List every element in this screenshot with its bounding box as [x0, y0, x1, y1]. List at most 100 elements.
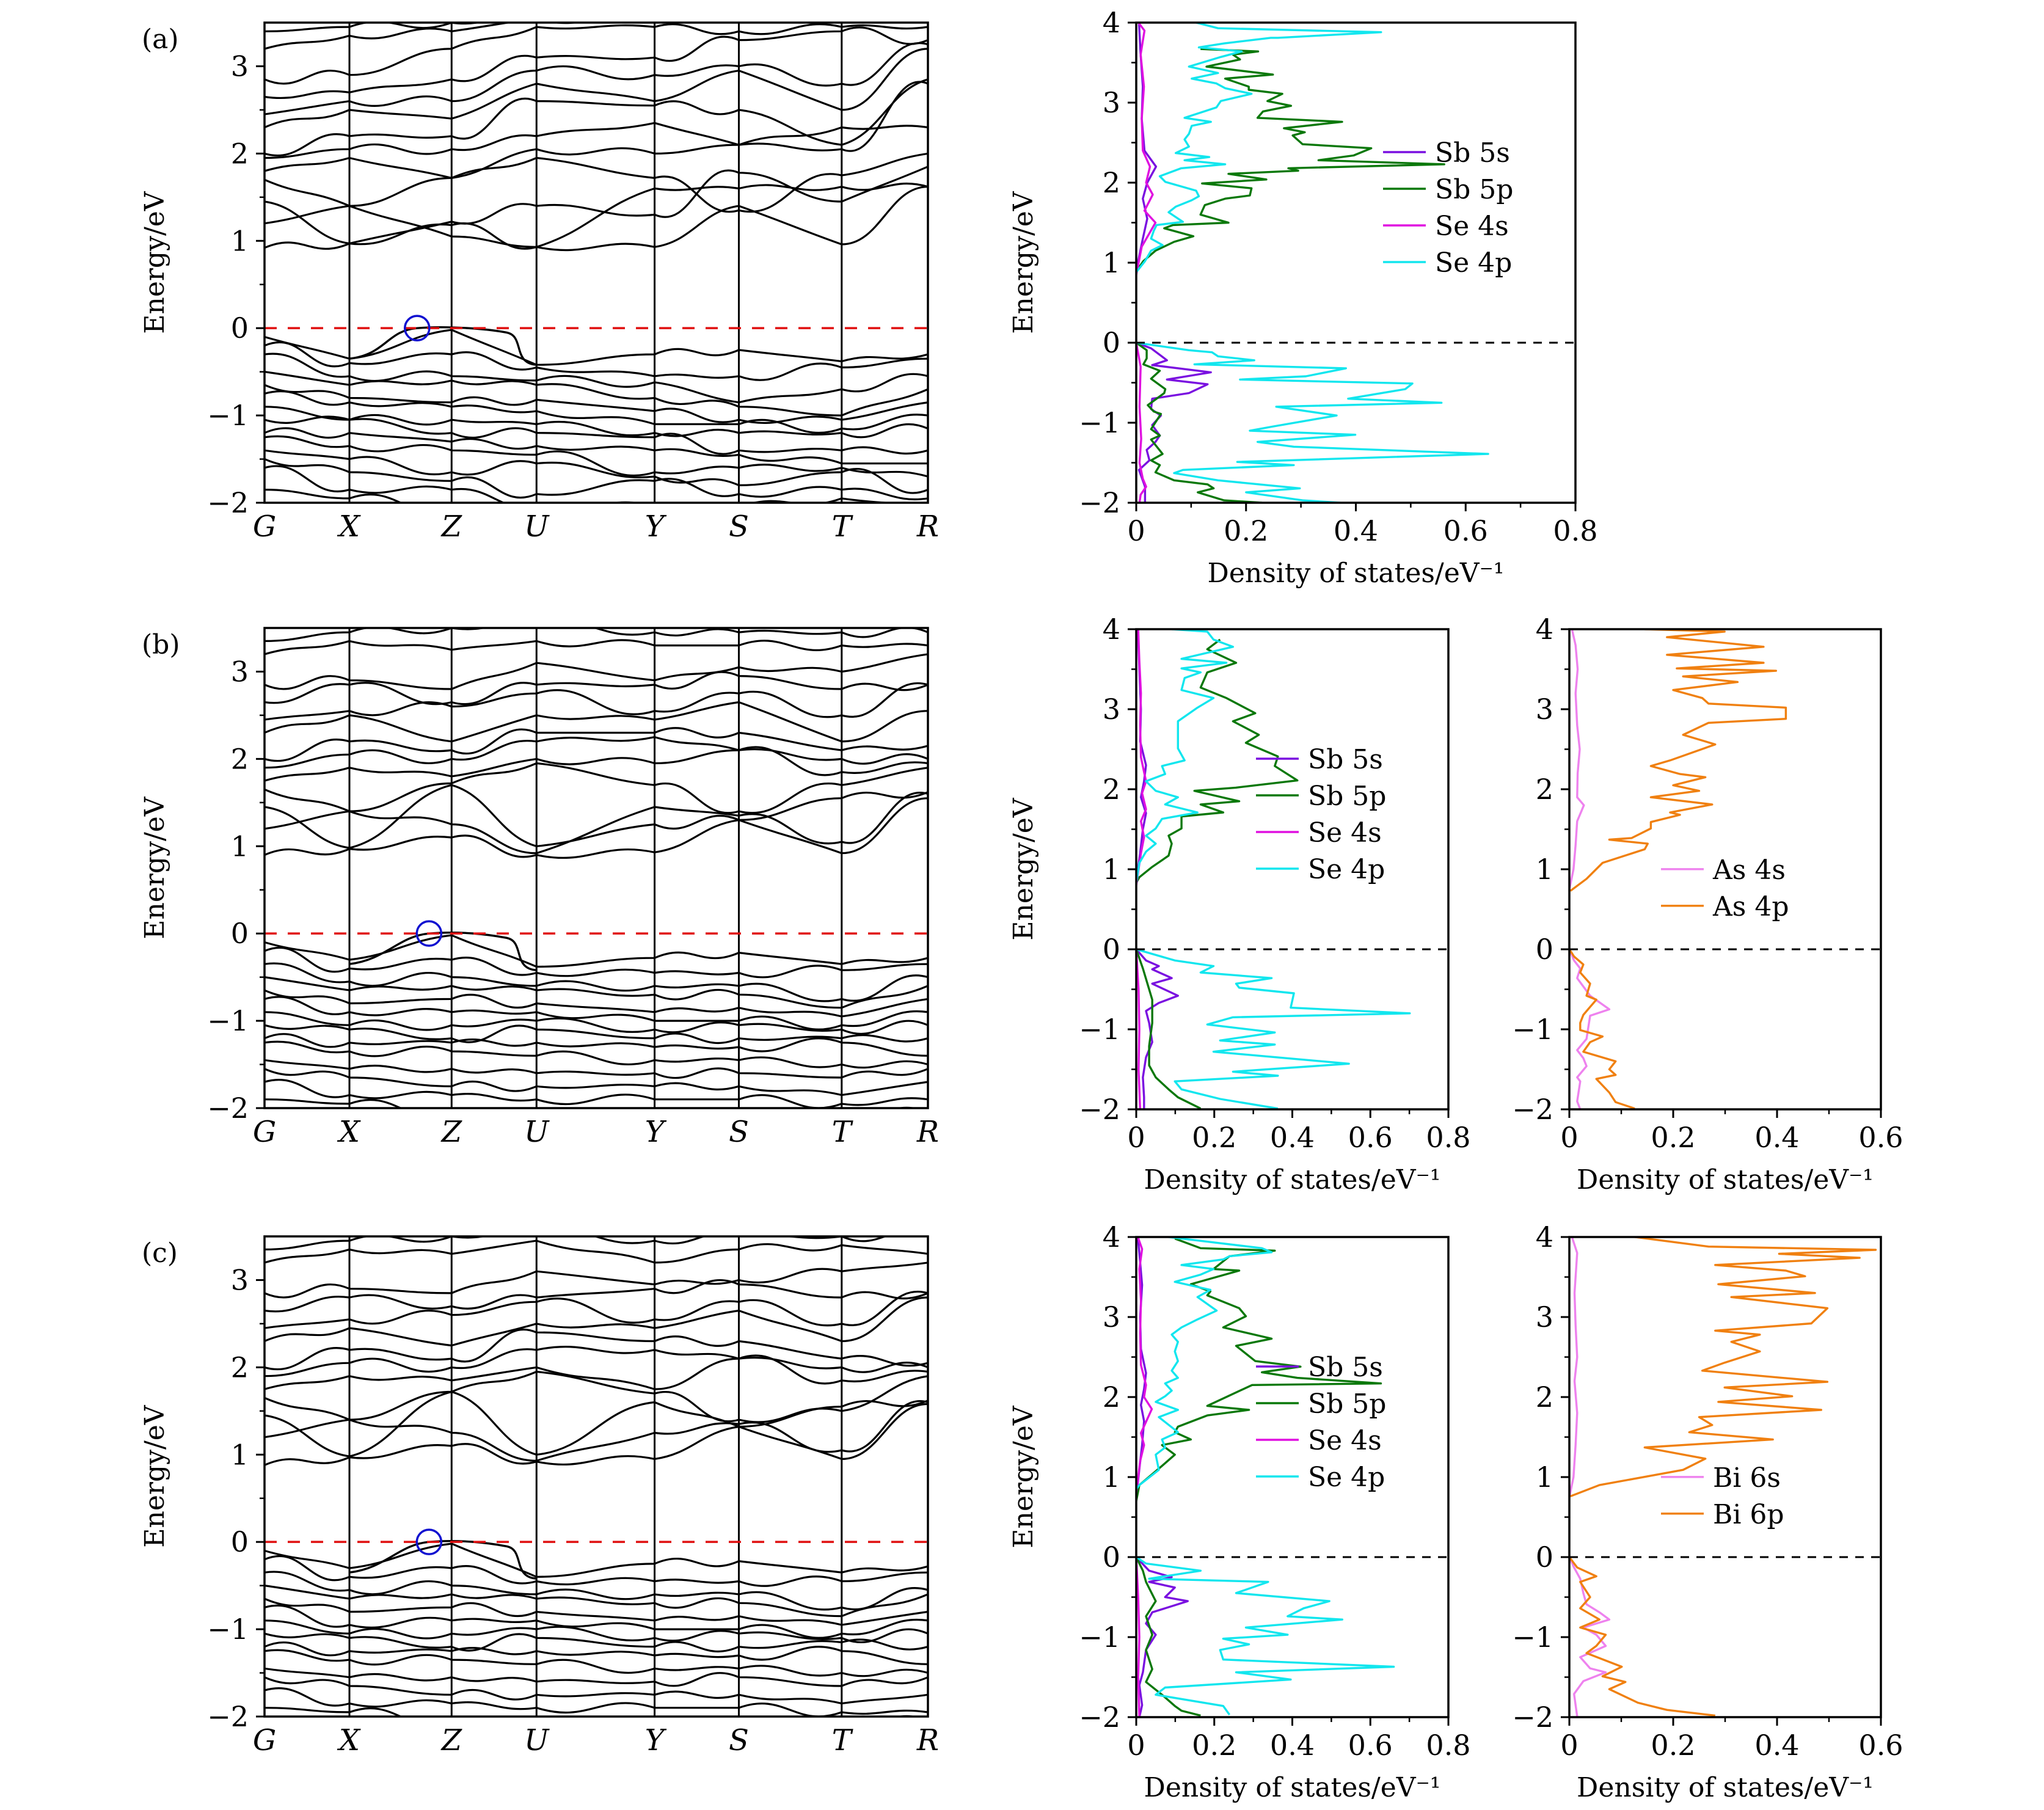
band-line: [265, 1291, 928, 1329]
y-tick-label: −1: [1512, 1013, 1553, 1046]
kpoint-label-Z: Z: [440, 1723, 463, 1757]
kpoint-label-X: X: [337, 1115, 361, 1149]
x-axis-label: Density of states/eV⁻¹: [1144, 1164, 1441, 1195]
band-line: [265, 762, 928, 814]
y-tick-label: −1: [1512, 1621, 1553, 1654]
band-line: [265, 1370, 928, 1423]
band-line: [265, 23, 928, 85]
panel-b-dos-sb-se: 0 0.2 0.4 0.6 0.8 Density of states/eV⁻¹ Sb 5s…: [1008, 613, 1471, 1195]
x-tick-label: 0.2: [1192, 1121, 1236, 1154]
axes-frame: [263, 21, 929, 504]
band-line: [265, 1632, 928, 1653]
legend-label: As 4s: [1712, 855, 1786, 886]
kpoint-label-R: R: [916, 1115, 939, 1149]
y-tick-label: 0: [1103, 326, 1120, 359]
y-tick-label: −1: [207, 1004, 249, 1037]
axes-frame: [263, 627, 929, 1109]
y-tick-label: 1: [231, 830, 249, 863]
y-tick-label: −1: [207, 399, 249, 432]
legend-label: Bi 6s: [1713, 1462, 1781, 1494]
x-tick-label: 0.6: [1444, 514, 1488, 547]
y-tick-label: −2: [207, 486, 249, 519]
y-tick-label: 1: [231, 224, 249, 257]
band-line: [265, 406, 928, 439]
kpoint-label-Z: Z: [440, 509, 463, 544]
band-line: [265, 465, 899, 503]
dos-line-sb-5p-conduction: [1136, 48, 1445, 274]
band-line: [265, 427, 928, 465]
band-line: [265, 458, 928, 501]
panel-label: (c): [142, 1238, 178, 1269]
y-tick-label: −2: [207, 1092, 249, 1125]
kpoint-label-R: R: [916, 509, 939, 544]
band-line: [265, 371, 928, 417]
dos-line-se-4p-valence: [1136, 341, 1489, 503]
x-tick-label: 0.6: [1348, 1729, 1393, 1762]
band-line: [265, 1328, 928, 1371]
band-line: [265, 1676, 928, 1705]
band-line: [265, 489, 403, 503]
kpoint-label-X: X: [337, 1723, 361, 1757]
y-tick-label: −2: [1079, 486, 1120, 519]
x-tick-label: 0.6: [1858, 1729, 1903, 1762]
dos-line-sb-5p-valence: [1136, 949, 1202, 1109]
band-line: [265, 1403, 928, 1466]
x-axis-label: Density of states/eV⁻¹: [1577, 1164, 1874, 1195]
legend-label: Sb 5s: [1308, 744, 1383, 775]
y-tick-label: 4: [1536, 1221, 1553, 1253]
band-line: [265, 1040, 928, 1069]
legend-label: Se 4s: [1435, 211, 1509, 242]
y-tick-label: −2: [1512, 1093, 1553, 1126]
band-line: [265, 1279, 928, 1313]
legend-label: Se 4p: [1308, 1462, 1385, 1493]
band-line: [265, 671, 928, 706]
band-line: [265, 792, 928, 855]
legend-label: Sb 5s: [1435, 137, 1510, 169]
band-line: [265, 727, 928, 762]
panel-a-dos: 0 0.2 0.4 0.6 0.8 Density of states/eV⁻¹ Sb 5s…: [1008, 6, 1598, 589]
band-line: [265, 628, 928, 642]
kpoint-label-U: U: [524, 1115, 550, 1149]
band-line: [265, 1641, 928, 1665]
vbm-band-line: [349, 931, 537, 971]
band-line: [265, 1261, 928, 1299]
band-line: [265, 352, 928, 404]
y-tick-label: 3: [1103, 1301, 1120, 1334]
plot-area: [1136, 1237, 1395, 1717]
y-tick-label: 2: [231, 742, 249, 775]
panel-label: (b): [142, 629, 180, 660]
kpoint-label-Y: Y: [645, 509, 667, 544]
band-line: [265, 989, 928, 1018]
y-tick-label: 4: [1103, 1221, 1120, 1253]
band-line: [265, 341, 928, 381]
band-line: [265, 48, 928, 128]
band-line: [265, 653, 928, 690]
band-line: [265, 1400, 928, 1462]
dos-line-sb-5p-conduction: [1136, 1238, 1382, 1502]
band-line: [265, 1239, 928, 1264]
vbm-marker-circle: [404, 315, 431, 341]
vbm-marker-circle: [415, 1528, 443, 1555]
vbm-band-line: [349, 1539, 537, 1580]
kpoint-label-Y: Y: [645, 1115, 667, 1149]
band-line: [265, 1296, 928, 1347]
band-line: [265, 125, 928, 180]
band-line: [265, 1707, 918, 1717]
x-tick-label: 0.6: [1858, 1121, 1903, 1154]
band-line: [265, 962, 928, 1002]
x-axis-label: Density of states/eV⁻¹: [1144, 1772, 1441, 1803]
axes-frame: [1135, 1236, 1450, 1718]
band-line: [265, 1098, 918, 1108]
band-line: [265, 1236, 928, 1250]
band-line: [265, 449, 928, 494]
band-line: [265, 435, 928, 478]
x-tick-label: 0.2: [1651, 1121, 1695, 1154]
y-tick-label: 2: [1536, 773, 1553, 806]
x-tick-label: 0: [1560, 1729, 1578, 1762]
x-tick-label: 0.4: [1334, 514, 1378, 547]
y-tick-label: 3: [1103, 86, 1120, 119]
y-tick-label: 3: [231, 655, 249, 688]
panel-c-dos-sb-se: 0 0.2 0.4 0.6 0.8 Density of states/eV⁻¹ Sb 5s…: [1008, 1221, 1471, 1803]
panel-b-bands: G X Z U Y S T R (b) −2 −1 0 1 2 3 Energy/eV: [139, 627, 939, 1149]
x-tick-label: 0.8: [1553, 514, 1597, 547]
